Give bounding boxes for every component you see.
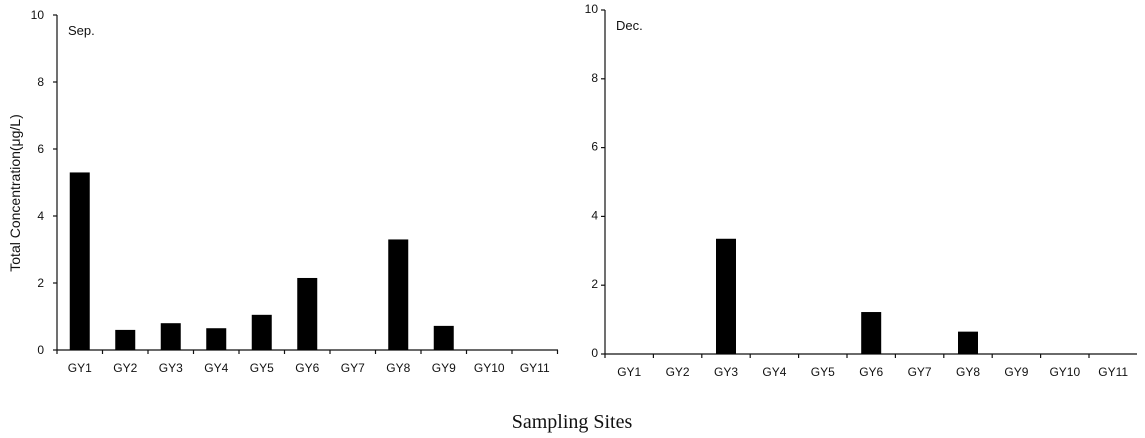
x-tick-label: GY11	[1098, 365, 1128, 379]
bar-gy6	[297, 277, 318, 350]
panel-label: Sep.	[68, 23, 95, 38]
y-tick-label: 0	[591, 346, 598, 360]
x-tick-label: GY2	[113, 361, 137, 375]
bar-gy6	[861, 312, 882, 354]
x-tick-label: GY6	[859, 365, 883, 379]
x-axis-label: Sampling Sites	[512, 411, 633, 433]
panel-label: Dec.	[616, 18, 643, 33]
x-tick-label: GY2	[666, 365, 690, 379]
x-tick-label: GY8	[386, 361, 410, 375]
y-axis-label: Total Concentration(μg/L)	[7, 114, 23, 271]
x-tick-label: GY4	[762, 365, 786, 379]
x-tick-label: GY3	[714, 365, 738, 379]
bar-gy3	[716, 238, 736, 354]
y-tick-label: 6	[591, 140, 598, 154]
x-tick-label: GY3	[159, 361, 183, 375]
x-tick-label: GY9	[1004, 365, 1028, 379]
x-tick-label: GY6	[295, 361, 319, 375]
x-tick-label: GY7	[908, 365, 932, 379]
bar-gy1	[69, 172, 90, 350]
x-tick-label: GY7	[341, 361, 365, 375]
x-tick-label: GY5	[811, 365, 835, 379]
x-tick-label: GY1	[68, 361, 92, 375]
x-tick-label: GY9	[432, 361, 456, 375]
bar-gy8	[958, 331, 978, 354]
y-tick-label: 4	[37, 209, 44, 223]
bar-gy3	[160, 323, 181, 350]
x-tick-label: GY5	[250, 361, 274, 375]
chart-panel-dec: 0 2 4 6 8 10 GY1 GY2 GY3 GY4 GY5 GY6 GY7 GY8 GY9 GY10 GY…	[585, 2, 1137, 379]
y-tick-label: 0	[37, 343, 44, 357]
x-tick-label: GY4	[204, 361, 228, 375]
bar-gy4	[206, 328, 227, 350]
y-tick-label: 2	[37, 276, 44, 290]
bar-gy5	[251, 314, 272, 350]
bar-gy8	[388, 239, 409, 350]
x-tick-label: GY10	[1049, 365, 1080, 379]
y-tick-label: 8	[591, 71, 598, 85]
bar-gy9	[433, 325, 454, 350]
y-tick-label: 10	[31, 8, 45, 22]
y-tick-label: 6	[37, 142, 44, 156]
x-tick-label: GY11	[520, 361, 550, 375]
y-tick-label: 2	[591, 277, 598, 291]
y-tick-label: 10	[585, 2, 599, 16]
x-tick-label: GY8	[956, 365, 980, 379]
y-tick-label: 8	[37, 75, 44, 89]
x-tick-label: GY1	[617, 365, 641, 379]
bar-gy2	[115, 329, 136, 350]
chart-panel-sep: 0 2 4 6 8 10 GY1 GY2 GY3 GY4 GY5 GY6 GY7 GY8 GY9 GY10 GY…	[31, 8, 559, 375]
y-tick-label: 4	[591, 208, 598, 222]
x-tick-label: GY10	[474, 361, 505, 375]
